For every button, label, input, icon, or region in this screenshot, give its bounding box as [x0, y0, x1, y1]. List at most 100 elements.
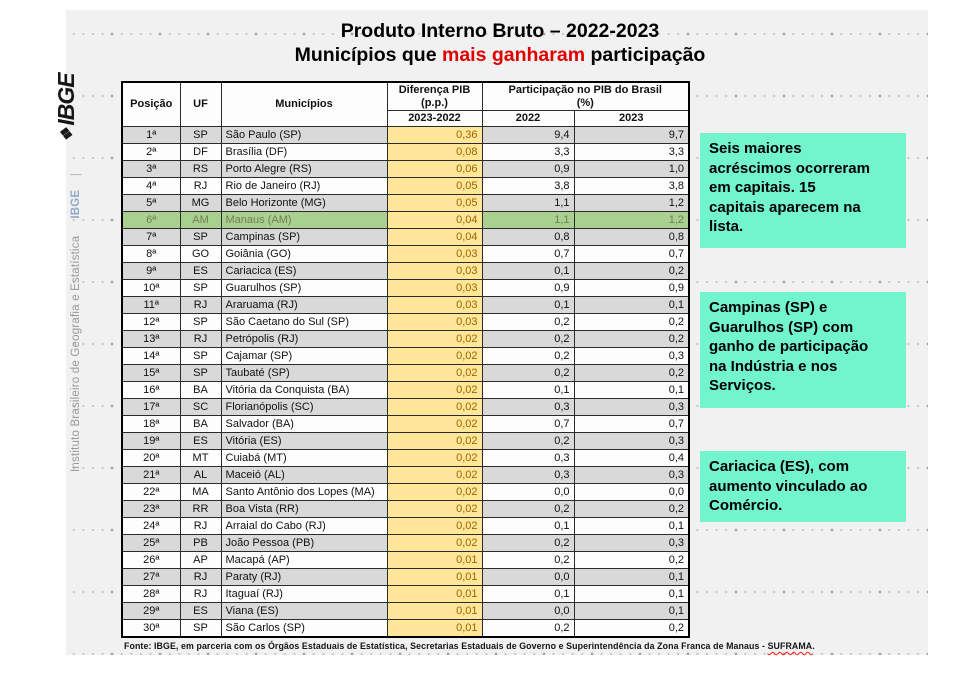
- cell-uf: ES: [179, 602, 222, 620]
- cell-2022: 0,0: [481, 568, 575, 586]
- table-row: 30ª SP São Carlos (SP) 0,01 0,2 0,2: [121, 619, 690, 638]
- cell-posicao: 13ª: [121, 330, 181, 348]
- note-box-campinas-guarulhos: Campinas (SP) e Guarulhos (SP) com ganho…: [700, 292, 906, 408]
- table-row: 15ª SP Taubaté (SP) 0,02 0,2 0,2: [121, 364, 690, 382]
- cell-diferenca: 0,08: [386, 143, 483, 161]
- cell-municipio: São Paulo (SP): [220, 126, 388, 144]
- cell-2022: 0,2: [481, 313, 575, 331]
- cell-2022: 9,4: [481, 126, 575, 144]
- cell-2022: 0,3: [481, 466, 575, 484]
- cell-2023: 1,2: [573, 211, 690, 229]
- cell-2023: 9,7: [573, 126, 690, 144]
- cell-uf: SP: [179, 364, 222, 382]
- table-row: 13ª RJ Petrópolis (RJ) 0,02 0,2 0,2: [121, 330, 690, 348]
- cell-posicao: 2ª: [121, 143, 181, 161]
- table-row: 16ª BA Vitória da Conquista (BA) 0,02 0,1 0,1: [121, 381, 690, 399]
- table-row: 8ª GO Goiânia (GO) 0,03 0,7 0,7: [121, 245, 690, 263]
- cell-2022: 0,9: [481, 279, 575, 297]
- cell-uf: SP: [179, 347, 222, 365]
- cell-2023: 0,8: [573, 228, 690, 246]
- cell-diferenca: 0,02: [386, 381, 483, 399]
- cell-2023: 0,7: [573, 415, 690, 433]
- cell-2022: 0,1: [481, 381, 575, 399]
- cell-uf: AP: [179, 551, 222, 569]
- cell-2022: 0,9: [481, 160, 575, 178]
- cell-uf: SP: [179, 619, 222, 638]
- ibge-abbr: IBGE: [70, 189, 82, 219]
- cell-posicao: 21ª: [121, 466, 181, 484]
- cell-2022: 3,8: [481, 177, 575, 195]
- title-line2-prefix: Municípios que: [294, 44, 442, 66]
- cell-diferenca: 0,02: [386, 415, 483, 433]
- cell-uf: BA: [179, 381, 222, 399]
- table-row: 11ª RJ Araruama (RJ) 0,03 0,1 0,1: [121, 296, 690, 314]
- cell-2022: 0,3: [481, 449, 575, 467]
- cell-2022: 0,0: [481, 483, 575, 501]
- cell-2022: 0,1: [481, 517, 575, 535]
- cell-2023: 0,2: [573, 364, 690, 382]
- cell-posicao: 28ª: [121, 585, 181, 603]
- cell-diferenca: 0,06: [386, 160, 483, 178]
- source-suframa: SUFRAMA: [767, 641, 813, 651]
- cell-2023: 0,3: [573, 347, 690, 365]
- cell-posicao: 20ª: [121, 449, 181, 467]
- table-row: 2ª DF Brasília (DF) 0,08 3,3 3,3: [121, 143, 690, 161]
- cell-uf: RJ: [179, 296, 222, 314]
- cell-uf: ES: [179, 262, 222, 280]
- cell-posicao: 7ª: [121, 228, 181, 246]
- cell-2023: 0,3: [573, 466, 690, 484]
- title-line-2: Municípios que mais ganharam participaçã…: [130, 43, 870, 67]
- cell-uf: RJ: [179, 568, 222, 586]
- cell-2022: 0,2: [481, 619, 575, 638]
- cell-posicao: 18ª: [121, 415, 181, 433]
- gdp-table: Posição UF Municípios Diferença PIB (p.p.…: [121, 81, 690, 638]
- table-row: 14ª SP Cajamar (SP) 0,02 0,2 0,3: [121, 347, 690, 365]
- header-posicao: Posição: [121, 81, 181, 127]
- cell-diferenca: 0,01: [386, 619, 483, 638]
- cell-uf: RR: [179, 500, 222, 518]
- header-diferenca: Diferença PIB (p.p.): [386, 81, 483, 111]
- cell-posicao: 12ª: [121, 313, 181, 331]
- cell-municipio: Salvador (BA): [220, 415, 388, 433]
- cell-2023: 0,3: [573, 398, 690, 416]
- cell-municipio: São Caetano do Sul (SP): [220, 313, 388, 331]
- cell-2023: 0,9: [573, 279, 690, 297]
- subheader-2023: 2023: [573, 110, 690, 127]
- cell-posicao: 24ª: [121, 517, 181, 535]
- cell-diferenca: 0,02: [386, 500, 483, 518]
- cell-posicao: 19ª: [121, 432, 181, 450]
- cell-2022: 0,2: [481, 500, 575, 518]
- table-row: 12ª SP São Caetano do Sul (SP) 0,03 0,2 0,2: [121, 313, 690, 331]
- cell-2023: 0,2: [573, 619, 690, 638]
- cell-diferenca: 0,02: [386, 534, 483, 552]
- cell-diferenca: 0,01: [386, 568, 483, 586]
- cell-municipio: Vitória (ES): [220, 432, 388, 450]
- cell-municipio: Araruama (RJ): [220, 296, 388, 314]
- source-text: Fonte: IBGE, em parceria com os Órgãos E…: [124, 641, 768, 651]
- table-row: 22ª MA Santo Antônio dos Lopes (MA) 0,02 0,0…: [121, 483, 690, 501]
- cell-municipio: Campinas (SP): [220, 228, 388, 246]
- cell-posicao: 26ª: [121, 551, 181, 569]
- cell-2022: 0,8: [481, 228, 575, 246]
- table-row: 29ª ES Viana (ES) 0,01 0,0 0,1: [121, 602, 690, 620]
- cell-2023: 0,2: [573, 551, 690, 569]
- cell-posicao: 11ª: [121, 296, 181, 314]
- cell-2022: 0,2: [481, 364, 575, 382]
- cell-uf: RJ: [179, 177, 222, 195]
- cell-uf: AL: [179, 466, 222, 484]
- cell-diferenca: 0,03: [386, 296, 483, 314]
- cell-2022: 0,7: [481, 415, 575, 433]
- cell-posicao: 6ª: [121, 211, 181, 229]
- cell-posicao: 22ª: [121, 483, 181, 501]
- cell-posicao: 25ª: [121, 534, 181, 552]
- cell-uf: ES: [179, 432, 222, 450]
- cell-municipio: Cajamar (SP): [220, 347, 388, 365]
- cell-municipio: Taubaté (SP): [220, 364, 388, 382]
- cell-diferenca: 0,05: [386, 194, 483, 212]
- table-row: 26ª AP Macapá (AP) 0,01 0,2 0,2: [121, 551, 690, 569]
- cell-posicao: 16ª: [121, 381, 181, 399]
- cell-uf: MG: [179, 194, 222, 212]
- table-row: 6ª AM Manaus (AM) 0,04 1,1 1,2: [121, 211, 690, 229]
- table-row: 18ª BA Salvador (BA) 0,02 0,7 0,7: [121, 415, 690, 433]
- cell-municipio: Petrópolis (RJ): [220, 330, 388, 348]
